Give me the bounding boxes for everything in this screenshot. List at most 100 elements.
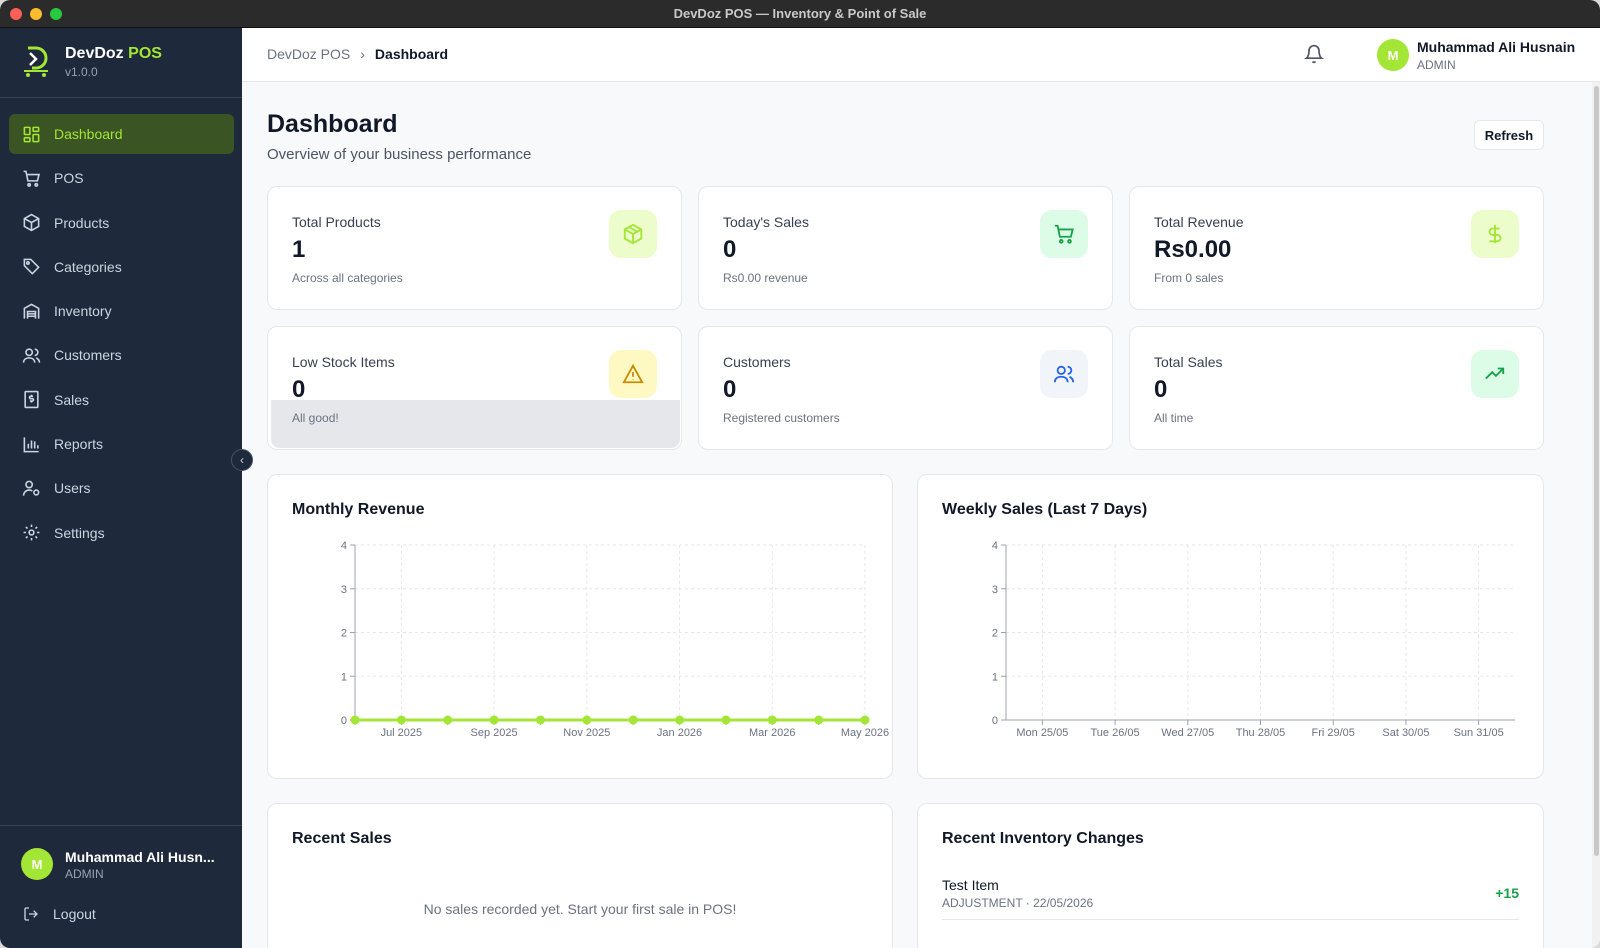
sidebar-item-pos[interactable]: POS <box>9 158 234 198</box>
sidebar-nav: Dashboard POS Products Categories Invent… <box>9 114 234 557</box>
data-point <box>489 715 499 725</box>
stat-subtext: All time <box>1154 411 1194 425</box>
breadcrumb: DevDoz POS › Dashboard <box>267 46 448 62</box>
avatar[interactable]: M <box>1377 39 1409 71</box>
data-point <box>675 715 685 725</box>
stat-card-total-revenue: Total Revenue Rs0.00 From 0 sales <box>1129 186 1544 310</box>
sidebar-item-categories[interactable]: Categories <box>9 247 234 287</box>
monthly-revenue-card: Monthly Revenue 0 1 2 3 4 Jul 2025 Sep 2025 Nov… <box>267 474 893 779</box>
stat-value: 1 <box>292 236 306 263</box>
bell-icon[interactable] <box>1304 44 1324 64</box>
stat-subtext: Rs0.00 revenue <box>723 271 808 285</box>
x-tick-label: Jul 2025 <box>381 727 423 739</box>
data-point <box>396 715 406 725</box>
sidebar-user-panel: M Muhammad Ali Husn... ADMIN Logout <box>0 825 242 948</box>
sidebar-item-settings[interactable]: Settings <box>9 513 234 553</box>
monthly-revenue-chart: 0 1 2 3 4 Jul 2025 Sep 2025 Nov 2025 Jan 2026 Mar… <box>341 540 889 739</box>
logout-label: Logout <box>53 906 96 922</box>
sidebar-item-sales[interactable]: Sales <box>9 380 234 420</box>
logout-button[interactable]: Logout <box>23 906 96 922</box>
y-tick-label: 1 <box>992 671 998 683</box>
stat-icon-badge <box>1040 210 1088 258</box>
stat-icon-badge <box>1471 350 1519 398</box>
y-tick-label: 2 <box>992 628 998 640</box>
main-content: Dashboard Overview of your business perf… <box>242 82 1592 948</box>
stat-subtext: Registered customers <box>723 411 840 425</box>
chart-title: Weekly Sales (Last 7 Days) <box>942 501 1148 518</box>
inventory-item-meta: ADJUSTMENT · 22/05/2026 <box>942 896 1094 910</box>
stat-label: Low Stock Items <box>292 354 395 370</box>
sidebar-item-label: Settings <box>54 524 105 541</box>
chart-title: Monthly Revenue <box>292 501 425 518</box>
sidebar-user-name: Muhammad Ali Husn... <box>65 849 215 865</box>
y-tick-label: 3 <box>992 584 998 596</box>
stat-value: 0 <box>723 236 737 263</box>
data-point <box>628 715 638 725</box>
stat-icon-badge <box>609 350 657 398</box>
window-title: DevDoz POS — Inventory & Point of Sale <box>673 6 927 21</box>
devdoz-logo-icon <box>24 46 48 77</box>
x-tick-label: Mon 25/05 <box>1016 727 1068 739</box>
y-tick-label: 2 <box>341 628 347 640</box>
stat-icon-badge <box>609 210 657 258</box>
sidebar-item-reports[interactable]: Reports <box>9 424 234 464</box>
weekly-sales-chart: 0 1 2 3 4 Mon 25/05 Tue 26/05 Wed 27/05 Thu 28/0… <box>992 540 1515 739</box>
warning-icon <box>622 363 644 384</box>
minimize-window-button[interactable] <box>30 8 42 20</box>
zoom-window-button[interactable] <box>50 8 62 20</box>
x-tick-label: Nov 2025 <box>563 727 610 739</box>
stat-value: 0 <box>292 376 306 403</box>
warehouse-icon <box>23 303 40 319</box>
x-tick-label: Thu 28/05 <box>1236 727 1286 739</box>
user-cog-icon <box>22 480 40 496</box>
sidebar-item-products[interactable]: Products <box>9 203 234 243</box>
stat-icon-badge <box>1040 350 1088 398</box>
recent-sales-empty-message: No sales recorded yet. Start your first … <box>423 901 737 917</box>
scrollbar-thumb[interactable] <box>1594 86 1599 856</box>
refresh-button[interactable]: Refresh <box>1474 120 1544 150</box>
recent-inventory-card: Recent Inventory Changes Test Item ADJUS… <box>917 803 1544 948</box>
users-icon <box>22 348 41 363</box>
top-user-name[interactable]: Muhammad Ali Husnain <box>1417 39 1576 55</box>
dashboard-icon <box>23 126 40 142</box>
x-tick-label: Sep 2025 <box>471 727 518 739</box>
stat-card-todays-sales: Today's Sales 0 Rs0.00 revenue <box>698 186 1113 310</box>
sidebar-item-inventory[interactable]: Inventory <box>9 291 234 331</box>
top-bar: DevDoz POS › Dashboard M Muhammad Ali Hu… <box>242 28 1600 82</box>
data-point <box>860 715 870 725</box>
cart-icon <box>1054 224 1074 244</box>
users-icon <box>1053 365 1075 383</box>
x-tick-label: Wed 27/05 <box>1161 727 1214 739</box>
stat-value: Rs0.00 <box>1154 236 1232 263</box>
recent-sales-card: Recent Sales No sales recorded yet. Star… <box>267 803 893 948</box>
divider <box>942 919 1519 920</box>
stat-label: Total Products <box>292 214 381 230</box>
close-window-button[interactable] <box>10 8 22 20</box>
brand-header: DevDoz POS v1.0.0 <box>0 28 242 98</box>
x-tick-label: Fri 29/05 <box>1312 727 1355 739</box>
data-point <box>582 715 592 725</box>
stat-card-customers: Customers 0 Registered customers <box>698 326 1113 450</box>
sidebar-item-customers[interactable]: Customers <box>9 335 234 375</box>
receipt-icon <box>24 391 39 409</box>
trend-up-icon <box>1485 367 1505 380</box>
sidebar-user-role: ADMIN <box>65 867 104 881</box>
sidebar-item-users[interactable]: Users <box>9 468 234 508</box>
avatar[interactable]: M <box>21 848 53 880</box>
breadcrumb-root[interactable]: DevDoz POS <box>267 46 351 62</box>
bar-chart-icon <box>23 436 39 452</box>
top-user-role: ADMIN <box>1417 58 1456 72</box>
page-title: Dashboard <box>267 110 398 138</box>
sidebar-item-dashboard[interactable]: Dashboard <box>9 114 234 154</box>
sidebar-collapse-button[interactable]: ‹ <box>231 449 253 471</box>
stat-subtext: From 0 sales <box>1154 271 1224 285</box>
sidebar-item-label: Inventory <box>54 303 112 320</box>
x-tick-label: Tue 26/05 <box>1091 727 1140 739</box>
tag-icon <box>23 258 40 276</box>
data-point <box>721 715 731 725</box>
y-tick-label: 4 <box>992 540 998 552</box>
sidebar-item-label: Categories <box>54 258 122 275</box>
box-icon <box>623 223 643 245</box>
breadcrumb-current: Dashboard <box>374 46 449 62</box>
